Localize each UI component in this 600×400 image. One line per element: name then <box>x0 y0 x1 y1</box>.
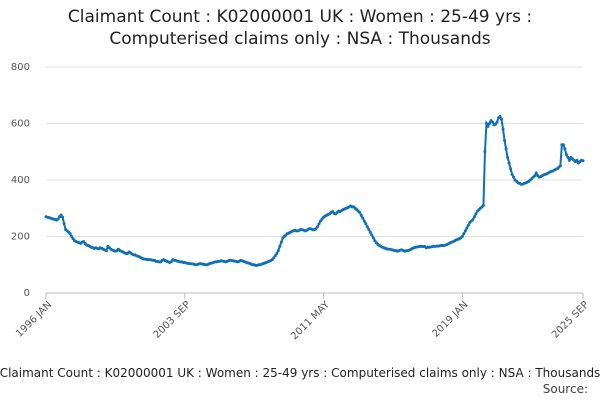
data-point <box>460 235 464 238</box>
data-point <box>61 215 65 219</box>
data-point <box>104 249 108 253</box>
data-point <box>462 232 466 236</box>
data-point <box>495 120 499 124</box>
data-point <box>463 229 467 233</box>
data-point <box>276 249 280 253</box>
data-point <box>581 159 585 163</box>
data-point <box>56 217 60 221</box>
x-tick-label: 2003 SEP <box>152 299 193 340</box>
data-point <box>561 143 565 147</box>
data-point <box>533 174 537 178</box>
data-point <box>472 215 476 219</box>
x-tick-label: 2019 JAN <box>430 299 470 339</box>
chart-title: Claimant Count : K02000001 UK : Women : … <box>67 7 533 49</box>
data-point <box>371 236 375 240</box>
y-tick-label: 0 <box>24 288 30 299</box>
data-point <box>481 203 485 207</box>
data-point <box>487 122 491 125</box>
data-point <box>358 210 362 214</box>
data-point <box>370 233 374 237</box>
data-point <box>490 120 494 124</box>
data-point <box>273 254 277 258</box>
data-point <box>368 230 372 234</box>
data-point <box>361 216 365 220</box>
data-point <box>507 161 511 165</box>
data-point <box>564 153 568 157</box>
data-line <box>45 114 584 267</box>
x-tick-label: 2011 MAY <box>289 299 332 342</box>
y-tick-label: 200 <box>11 232 30 243</box>
data-point <box>278 244 282 248</box>
data-point <box>534 171 538 175</box>
data-point <box>362 219 366 223</box>
data-point <box>486 124 490 128</box>
data-point <box>566 155 570 159</box>
data-point <box>575 158 579 162</box>
data-point <box>506 155 510 159</box>
x-tick-label: 1996 JAN <box>14 299 54 339</box>
data-point <box>510 172 514 176</box>
data-point <box>316 225 320 229</box>
data-point <box>62 222 66 226</box>
data-point <box>504 147 508 151</box>
data-point <box>474 212 478 216</box>
data-point <box>359 213 363 217</box>
data-point <box>563 147 567 151</box>
data-point <box>503 138 507 142</box>
data-point <box>68 232 72 236</box>
data-point <box>317 222 321 226</box>
data-point <box>471 218 475 222</box>
data-point <box>501 127 505 131</box>
source: Source: <box>542 382 588 396</box>
data-point <box>169 260 173 264</box>
data-point <box>498 114 502 118</box>
data-point <box>365 225 369 229</box>
data-point <box>279 240 283 244</box>
data-point <box>367 227 371 231</box>
y-tick-label: 600 <box>11 119 30 130</box>
y-tick-label: 800 <box>11 62 30 73</box>
x-tick-label: 2025 SEP <box>550 299 591 340</box>
data-point <box>466 223 470 227</box>
data-point <box>512 175 516 179</box>
data-point <box>483 150 487 154</box>
data-point <box>70 235 74 238</box>
data-point <box>465 226 469 230</box>
data-point <box>558 164 562 168</box>
footer: Claimant Count : K02000001 UK : Women : … <box>0 366 600 384</box>
data-point <box>500 117 504 121</box>
data-point <box>275 251 279 255</box>
data-point <box>509 167 513 171</box>
data-point <box>567 158 571 162</box>
footer-text: Claimant Count : K02000001 UK : Women : … <box>0 366 600 380</box>
data-point <box>484 122 488 125</box>
y-tick-label: 400 <box>11 175 30 186</box>
data-point <box>364 222 368 226</box>
data-point <box>59 213 63 217</box>
